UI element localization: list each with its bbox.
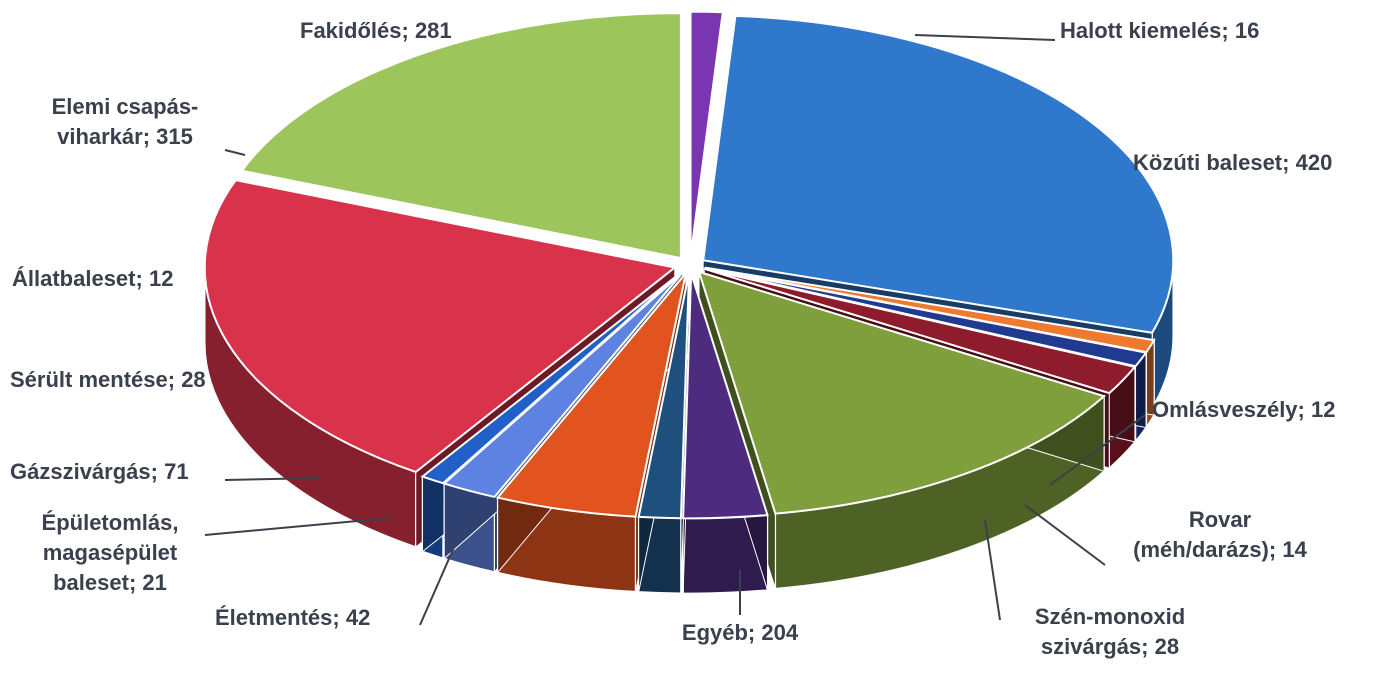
leader-line: [984, 519, 1001, 621]
data-label: Állatbaleset; 12: [12, 264, 173, 294]
data-label: Szén-monoxid szivárgás; 28: [1005, 602, 1215, 662]
label-value: 71: [164, 459, 189, 484]
data-label: Rovar (méh/darázs); 14: [1105, 505, 1335, 565]
label-value: 204: [761, 620, 799, 645]
label-separator: ;: [142, 124, 157, 149]
label-name: Rovar (méh/darázs): [1133, 507, 1269, 562]
label-separator: ;: [1297, 397, 1311, 422]
slice: [240, 12, 682, 260]
data-label: Sérült mentése; 28: [10, 365, 206, 395]
label-name: Omlásveszély: [1152, 397, 1298, 422]
data-label: Gázszivárgás; 71: [10, 457, 189, 487]
leader-line: [224, 149, 246, 156]
label-separator: ;: [1221, 18, 1235, 43]
label-separator: ;: [747, 620, 762, 645]
label-name: Életmentés: [215, 605, 333, 630]
label-name: Közúti baleset: [1133, 150, 1283, 175]
data-label: Közúti baleset; 420: [1133, 148, 1332, 178]
label-value: 16: [1234, 18, 1260, 43]
label-separator: ;: [128, 570, 143, 595]
slice: [203, 179, 678, 474]
label-separator: ;: [135, 266, 149, 291]
slice: [702, 14, 1175, 334]
label-value: 12: [1311, 397, 1336, 422]
slice: [697, 270, 1107, 515]
slice-tops: [203, 10, 1175, 520]
label-value: 12: [148, 266, 174, 291]
label-separator: ;: [1282, 150, 1296, 175]
leader-line: [1049, 414, 1146, 486]
label-name: Épületomlás, magasépület baleset: [41, 510, 179, 595]
leader-line: [1024, 504, 1106, 566]
slice: [495, 272, 687, 518]
label-name: Gázszivárgás: [10, 459, 151, 484]
label-separator: ;: [332, 605, 346, 630]
label-name: Egyéb: [681, 620, 748, 645]
label-value: 315: [156, 124, 193, 149]
data-label: Elemi csapás- viharkár; 315: [25, 92, 225, 152]
label-name: Szén-monoxid szivárgás: [1034, 604, 1186, 659]
label-separator: ;: [1141, 634, 1155, 659]
label-separator: ;: [167, 367, 182, 392]
data-label: Egyéb; 204: [640, 618, 840, 648]
leader-line: [224, 477, 321, 481]
label-name: Állatbaleset: [12, 266, 136, 291]
slice: [637, 273, 691, 520]
slice: [682, 273, 769, 520]
data-label: Épületomlás, magasépület baleset; 21: [5, 508, 215, 598]
label-value: 281: [414, 18, 452, 43]
leader-line: [419, 544, 456, 626]
label-separator: ;: [1268, 537, 1283, 562]
label-value: 21: [142, 570, 167, 595]
data-label: Fakidőlés; 281: [300, 16, 452, 46]
label-separator: ;: [150, 459, 165, 484]
data-label: Halott kiemelés; 16: [1060, 16, 1259, 46]
label-value: 28: [181, 367, 206, 392]
leader-line: [204, 517, 391, 536]
label-value: 420: [1295, 150, 1333, 175]
label-name: Elemi csapás- viharkár: [51, 94, 199, 149]
label-name: Halott kiemelés: [1060, 18, 1222, 43]
data-label: Omlásveszély; 12: [1152, 395, 1335, 425]
label-value: 42: [345, 605, 371, 630]
label-value: 28: [1154, 634, 1180, 659]
slice: [442, 271, 684, 499]
slice: [689, 10, 724, 257]
label-name: Fakidőlés: [300, 18, 402, 43]
label-name: Sérült mentése: [10, 367, 168, 392]
data-label: Életmentés; 42: [215, 603, 370, 633]
slice: [703, 267, 1137, 395]
label-value: 14: [1282, 537, 1307, 562]
leader-line: [914, 34, 1056, 41]
label-separator: ;: [401, 18, 415, 43]
leader-lines: [204, 34, 1146, 626]
slice: [420, 271, 683, 485]
